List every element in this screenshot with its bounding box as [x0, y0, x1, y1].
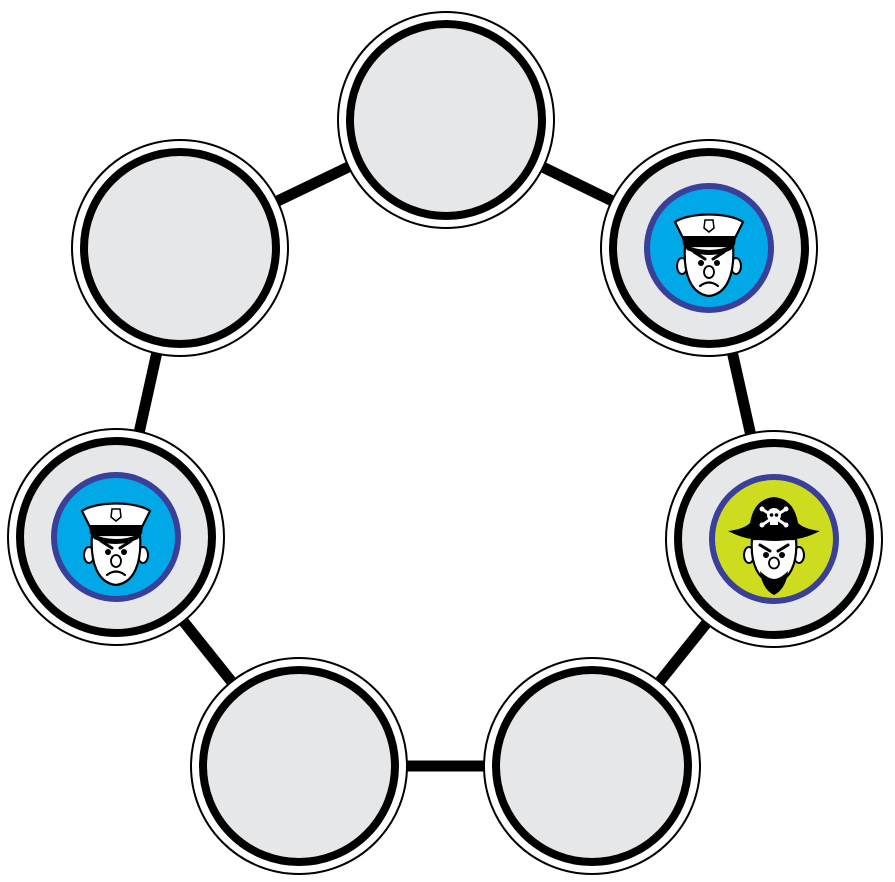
board-node-top[interactable] — [337, 11, 555, 229]
board-node-right[interactable] — [665, 430, 883, 648]
board-node-lower-right[interactable] — [483, 657, 701, 875]
board-node-upper-left[interactable] — [71, 139, 289, 357]
board-node-upper-right[interactable] — [600, 139, 818, 357]
board-node-left[interactable] — [7, 428, 225, 646]
board-nodes — [7, 11, 883, 875]
board-node-lower-left[interactable] — [190, 657, 408, 875]
police-officer-face-icon — [644, 183, 774, 313]
pirate-captain-face-icon — [709, 474, 839, 604]
police-officer-face-icon — [51, 472, 181, 602]
